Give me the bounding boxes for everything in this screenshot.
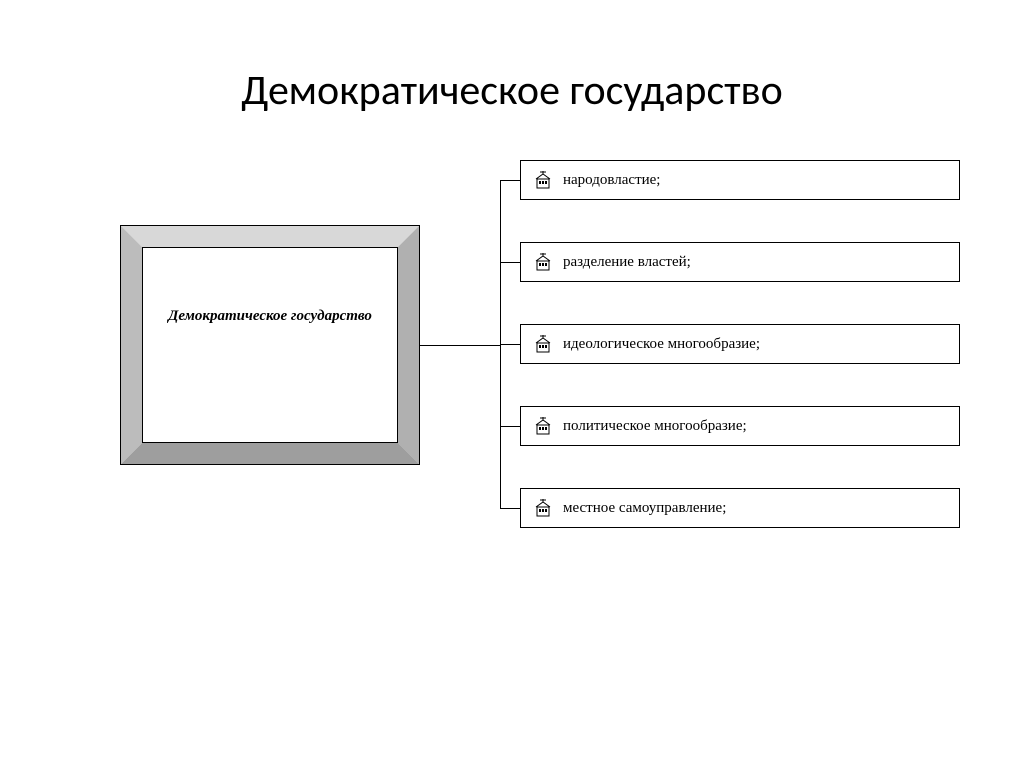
connector-branch-4: [500, 426, 520, 427]
connector-branch-5: [500, 508, 520, 509]
bevel-inner-border: Демократическое государство: [142, 247, 398, 443]
list-item-label: политическое многообразие;: [563, 418, 747, 435]
item-list: народовластие; разделение властей; идеол…: [520, 160, 960, 528]
connector-branch-3: [500, 344, 520, 345]
list-item: идеологическое многообразие;: [520, 324, 960, 364]
building-icon: [535, 171, 551, 189]
main-node-label: Демократическое государство: [165, 308, 375, 325]
building-icon: [535, 335, 551, 353]
list-item: разделение властей;: [520, 242, 960, 282]
building-icon: [535, 253, 551, 271]
list-item: народовластие;: [520, 160, 960, 200]
list-item-label: местное самоуправление;: [563, 500, 726, 517]
list-item-label: разделение властей;: [563, 254, 691, 271]
list-item-label: идеологическое многообразие;: [563, 336, 760, 353]
list-item: политическое многообразие;: [520, 406, 960, 446]
main-node: Демократическое государство: [120, 225, 420, 465]
building-icon: [535, 499, 551, 517]
connector-branch-1: [500, 180, 520, 181]
connector-branch-2: [500, 262, 520, 263]
list-item: местное самоуправление;: [520, 488, 960, 528]
list-item-label: народовластие;: [563, 172, 660, 189]
page-title: Демократическое государство: [0, 65, 1024, 116]
building-icon: [535, 417, 551, 435]
connector-main-stub: [420, 345, 500, 346]
